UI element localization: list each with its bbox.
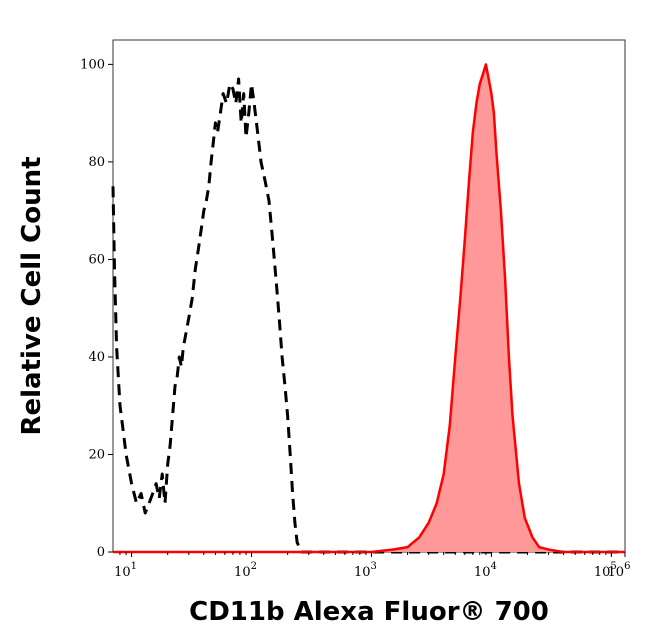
series-1-line xyxy=(111,77,625,554)
plot-area-frame xyxy=(112,39,626,553)
x-tick-label: 101 xyxy=(114,561,137,580)
y-tick-label: 100 xyxy=(80,57,105,72)
series-layer xyxy=(111,63,625,554)
x-axis-title: CD11b Alexa Fluor® 700 xyxy=(189,597,549,627)
series-2-fill xyxy=(113,64,625,553)
x-tick-label: 104 xyxy=(474,561,497,580)
y-tick-label: 80 xyxy=(88,155,105,170)
x-tick-label: 102 xyxy=(234,561,257,580)
x-tick-label: 103 xyxy=(354,561,377,580)
y-tick-label: 60 xyxy=(88,252,105,267)
series-2-line xyxy=(113,63,625,554)
y-tick-label: 20 xyxy=(88,447,105,462)
y-tick-label: 0 xyxy=(97,545,105,560)
x-tick-label: 106 xyxy=(608,561,631,580)
y-tick-label: 40 xyxy=(88,350,105,365)
x-tick-label: 105 xyxy=(594,561,617,580)
y-axis-title: Relative Cell Count xyxy=(17,156,47,435)
